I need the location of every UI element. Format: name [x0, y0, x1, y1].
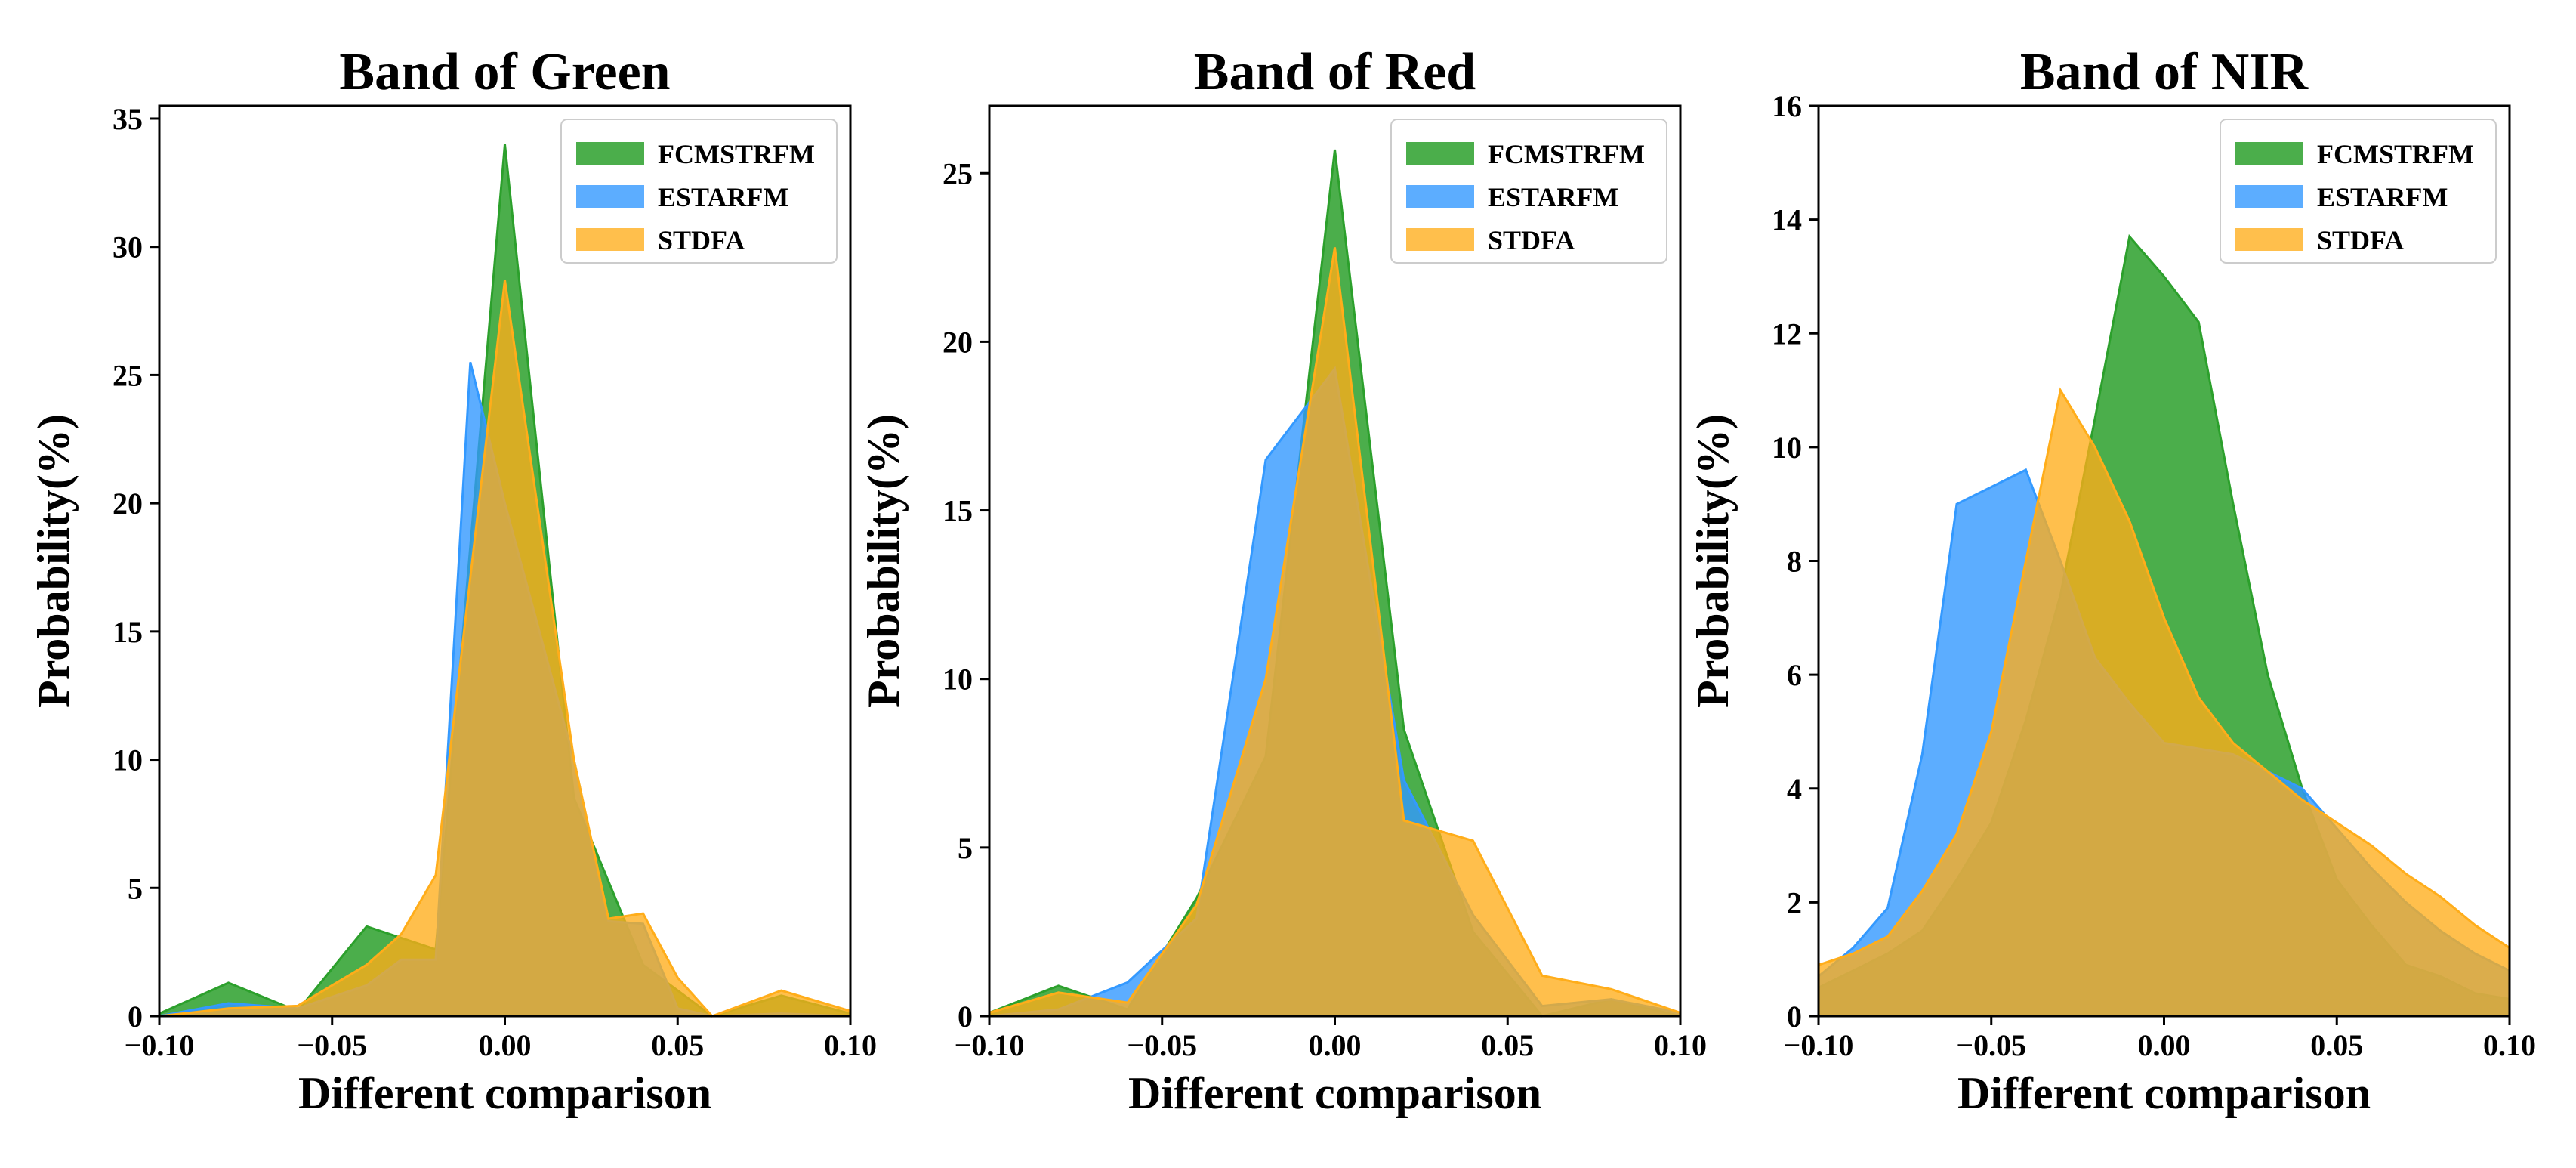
x-tick-label: 0.00 [1309, 1028, 1362, 1062]
series-line-stdfa [159, 280, 851, 1018]
y-tick-label: 14 [1772, 203, 1802, 237]
chart-panel-2: Band of Red −0.10 −0.05 0.00 0.05 0.10 0 5 10 15 2… [859, 43, 1707, 1118]
chart-panel-3: Band of NIR −0.10 −0.05 0.00 0.05 0.10 0 2 4 6 8 10… [1688, 43, 2536, 1118]
x-tick-label: 0.10 [2483, 1028, 2536, 1062]
x-tick-label: −0.10 [1784, 1028, 1854, 1062]
y-tick-label: 5 [128, 871, 143, 905]
chart-title: Band of NIR [2020, 43, 2309, 101]
y-axis-label: Probability(%) [1688, 414, 1738, 708]
legend-swatch-stdfa [576, 228, 644, 251]
y-tick-label: 20 [942, 325, 973, 359]
x-axis-label: Different comparison [298, 1068, 711, 1118]
legend-swatch-estarfm [1406, 185, 1474, 208]
x-tick-label: −0.05 [297, 1028, 367, 1062]
y-tick-label: 25 [942, 156, 973, 190]
legend-label-estarfm: ESTARFM [658, 182, 788, 212]
x-tick-label: 0.05 [651, 1028, 704, 1062]
series-area-stdfa [1819, 390, 2510, 1016]
series-area-stdfa [989, 247, 1680, 1016]
y-tick-label: 25 [113, 358, 143, 392]
legend-swatch-stdfa [1406, 228, 1474, 251]
x-tick-label: −0.10 [955, 1028, 1025, 1062]
x-axis-label: Different comparison [1957, 1068, 2371, 1118]
x-tick-label: 0.05 [1481, 1028, 1534, 1062]
legend-swatch-stdfa [2235, 228, 2303, 251]
legend-label-stdfa: STDFA [658, 225, 745, 255]
y-tick-label: 35 [113, 102, 143, 136]
y-tick-label: 8 [1787, 545, 1802, 579]
y-tick-label: 15 [113, 615, 143, 649]
legend-label-estarfm: ESTARFM [2317, 182, 2448, 212]
legend: FCMSTRFM ESTARFM STDFA [560, 119, 838, 264]
y-tick-label: 16 [1772, 89, 1802, 123]
y-tick-label: 2 [1787, 885, 1802, 919]
legend: FCMSTRFM ESTARFM STDFA [1390, 119, 1667, 264]
y-tick-label: 6 [1787, 658, 1802, 692]
legend-swatch-estarfm [576, 185, 644, 208]
legend-label-fcmstrfm: FCMSTRFM [2317, 139, 2474, 169]
legend-swatch-fcmstrfm [2235, 142, 2303, 165]
legend-swatch-fcmstrfm [576, 142, 644, 165]
chart-panel-1: Band of Green −0.10 −0.05 0.00 0.05 0.10 0 5 10 1… [29, 43, 877, 1118]
series-area-stdfa [159, 280, 850, 1016]
legend-label-estarfm: ESTARFM [1488, 182, 1618, 212]
y-tick-label: 0 [958, 1000, 973, 1034]
y-tick-label: 0 [1787, 1000, 1802, 1034]
x-axis-label: Different comparison [1128, 1068, 1541, 1118]
y-tick-label: 10 [942, 663, 973, 697]
x-tick-label: 0.05 [2310, 1028, 2363, 1062]
y-tick-label: 30 [113, 230, 143, 264]
legend-swatch-fcmstrfm [1406, 142, 1474, 165]
legend-label-stdfa: STDFA [2317, 225, 2404, 255]
y-tick-label: 10 [113, 743, 143, 777]
x-tick-label: 0.00 [2138, 1028, 2191, 1062]
y-tick-label: 4 [1787, 772, 1802, 806]
chart-title: Band of Green [339, 43, 670, 101]
series-line-stdfa [1818, 387, 2510, 966]
series-line-stdfa [989, 247, 1681, 1014]
y-tick-label: 0 [128, 1000, 143, 1034]
y-tick-label: 20 [113, 487, 143, 521]
x-tick-label: 0.10 [824, 1028, 877, 1062]
legend-label-fcmstrfm: FCMSTRFM [658, 139, 815, 169]
chart-title: Band of Red [1194, 43, 1476, 101]
y-axis-label: Probability(%) [859, 414, 909, 708]
legend-swatch-estarfm [2235, 185, 2303, 208]
y-tick-label: 15 [942, 494, 973, 528]
x-tick-label: 0.00 [479, 1028, 532, 1062]
x-tick-label: −0.05 [1127, 1028, 1197, 1062]
x-tick-label: −0.10 [125, 1028, 195, 1062]
y-tick-label: 12 [1772, 317, 1802, 351]
y-tick-label: 10 [1772, 431, 1802, 465]
legend-label-fcmstrfm: FCMSTRFM [1488, 139, 1645, 169]
x-tick-label: −0.05 [1956, 1028, 2026, 1062]
legend: FCMSTRFM ESTARFM STDFA [2220, 119, 2497, 264]
legend-label-stdfa: STDFA [1488, 225, 1575, 255]
y-axis-label: Probability(%) [29, 414, 79, 708]
y-tick-label: 5 [958, 831, 973, 865]
x-tick-label: 0.10 [1654, 1028, 1707, 1062]
